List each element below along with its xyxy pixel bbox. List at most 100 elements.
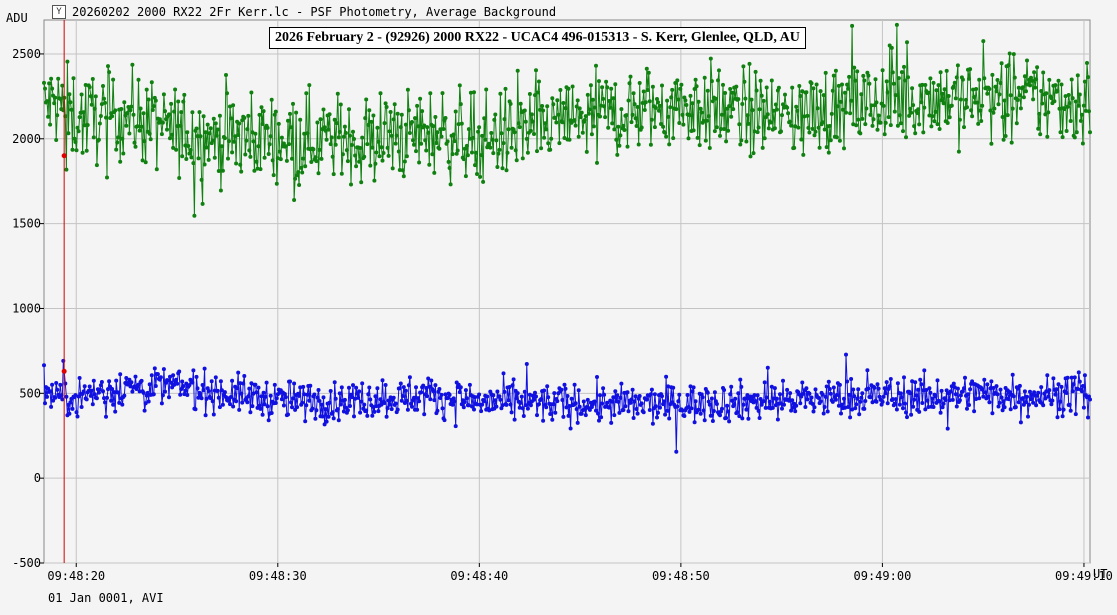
- data-point: [268, 393, 273, 398]
- data-point: [790, 85, 795, 90]
- data-point: [1036, 126, 1041, 131]
- data-point: [250, 130, 255, 135]
- data-point: [938, 410, 943, 415]
- data-point: [561, 101, 566, 105]
- data-point: [782, 402, 786, 407]
- data-point: [682, 414, 687, 418]
- data-point: [770, 405, 775, 410]
- data-point: [779, 401, 783, 406]
- data-point: [881, 103, 886, 108]
- data-point: [822, 127, 827, 132]
- data-point: [940, 405, 945, 410]
- data-point: [279, 397, 284, 402]
- data-point: [406, 108, 411, 113]
- data-point: [971, 87, 976, 92]
- data-point: [575, 98, 580, 103]
- data-point: [153, 98, 158, 103]
- data-point: [1051, 376, 1056, 381]
- data-point: [42, 363, 46, 368]
- data-point: [898, 121, 903, 126]
- data-point: [639, 401, 644, 406]
- data-point: [714, 402, 719, 406]
- data-point: [453, 109, 458, 114]
- data-point: [752, 129, 757, 134]
- data-point: [774, 107, 779, 112]
- data-point: [467, 382, 472, 387]
- data-point: [1058, 130, 1063, 135]
- data-point: [357, 389, 362, 394]
- data-point: [302, 392, 307, 397]
- data-point: [323, 407, 328, 412]
- data-point: [178, 392, 183, 397]
- data-point: [698, 106, 703, 111]
- data-point: [190, 110, 195, 115]
- data-point: [1011, 394, 1016, 399]
- data-point: [439, 392, 444, 397]
- data-point: [611, 395, 616, 400]
- data-point: [941, 101, 946, 106]
- data-point: [484, 87, 489, 92]
- data-point: [491, 393, 496, 398]
- data-point: [125, 111, 130, 115]
- data-point: [171, 145, 176, 150]
- data-point: [912, 397, 917, 402]
- data-point: [473, 163, 477, 168]
- data-point: [528, 403, 533, 408]
- data-point: [615, 393, 620, 398]
- data-point: [572, 118, 577, 123]
- data-point: [652, 125, 657, 130]
- data-point: [1002, 98, 1007, 103]
- data-point: [118, 372, 123, 377]
- data-point: [188, 148, 193, 152]
- window-title-bar: Y 20260202 2000 RX22 2Fr Kerr.lc - PSF P…: [52, 4, 556, 20]
- data-point: [263, 394, 268, 399]
- data-point: [345, 408, 350, 413]
- data-point: [296, 170, 301, 175]
- data-point: [239, 169, 244, 174]
- data-point: [983, 390, 988, 395]
- data-point: [752, 393, 757, 398]
- data-point: [441, 127, 446, 131]
- data-point: [529, 112, 534, 117]
- data-point: [588, 83, 593, 88]
- data-point: [314, 408, 319, 413]
- data-point: [47, 81, 52, 86]
- data-point: [753, 69, 758, 74]
- data-point: [598, 114, 602, 119]
- data-point: [184, 381, 189, 386]
- data-point: [268, 134, 273, 139]
- data-point: [506, 398, 511, 403]
- data-point: [91, 378, 96, 383]
- data-point: [968, 387, 973, 392]
- data-point: [754, 405, 759, 410]
- data-point: [739, 138, 744, 143]
- data-point: [780, 113, 784, 118]
- data-point: [138, 106, 143, 111]
- data-point: [755, 130, 760, 135]
- data-point: [677, 121, 682, 125]
- data-point: [633, 116, 638, 121]
- data-point: [955, 386, 960, 391]
- data-point: [58, 382, 63, 387]
- data-point: [712, 390, 717, 395]
- data-point: [50, 86, 55, 91]
- data-point: [1073, 412, 1078, 417]
- lightcurve-app-icon[interactable]: Y: [52, 5, 66, 19]
- data-point: [231, 103, 236, 108]
- data-point: [93, 94, 98, 99]
- data-point: [639, 125, 644, 130]
- data-point: [908, 106, 913, 111]
- data-point: [862, 406, 867, 411]
- data-point: [947, 115, 952, 120]
- x-tick-label: 09:49:00: [854, 569, 912, 583]
- data-point: [696, 99, 701, 104]
- data-point: [967, 403, 971, 407]
- data-point: [76, 129, 81, 134]
- data-point: [289, 125, 293, 130]
- data-point: [657, 108, 661, 113]
- data-point: [837, 138, 842, 143]
- data-point: [111, 77, 116, 82]
- data-point: [1007, 51, 1012, 56]
- data-point: [1016, 400, 1021, 405]
